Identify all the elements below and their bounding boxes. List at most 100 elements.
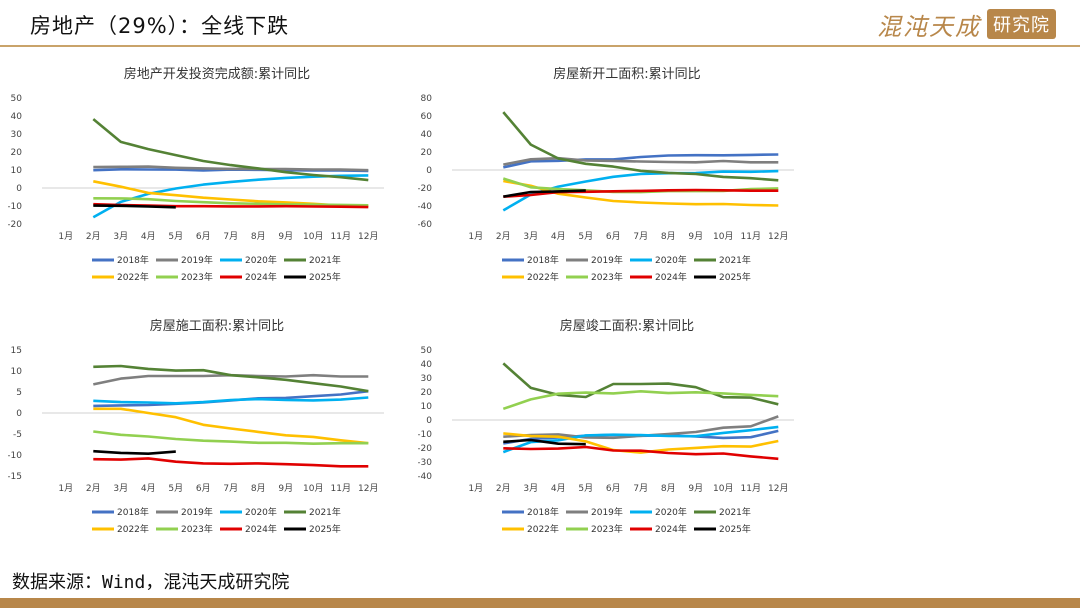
x-tick-label: 2月: [496, 483, 511, 494]
y-tick-label: -15: [8, 472, 22, 482]
series-line: [93, 430, 369, 445]
chart-completions: 房屋竣工面积:累计同比 -40 -30 -20 -10 0 10 20 30 40 50 1月 2月 3月…: [417, 318, 794, 535]
x-tick-label: 1月: [468, 231, 483, 242]
x-tick-label: 9月: [278, 483, 293, 494]
legend-label: 2020年: [655, 506, 687, 518]
chart-title: 房屋竣工面积:累计同比: [560, 318, 694, 334]
chart-investment-panel: 房地产开发投资完成额:累计同比 -20 -10 0 10 20 30 40 50 1月 2月 3月 4月…: [7, 58, 408, 308]
series-line: [93, 204, 176, 209]
x-tick-label: 5月: [578, 483, 593, 494]
series-line: [93, 373, 369, 386]
y-tick-label: 50: [421, 346, 433, 356]
y-tick-label: 0: [16, 184, 22, 194]
x-tick-label: 9月: [688, 231, 703, 242]
legend-label: 2024年: [655, 523, 687, 535]
y-tick-label: 15: [11, 346, 22, 356]
x-tick-label: 2月: [496, 231, 511, 242]
x-tick-label: 4月: [551, 483, 566, 494]
x-tick-label: 3月: [113, 231, 128, 242]
legend-label: 2020年: [655, 254, 687, 266]
x-tick-label: 7月: [223, 483, 238, 494]
series-line: [503, 153, 779, 169]
x-tick-label: 2月: [86, 231, 101, 242]
x-tick-label: 11月: [741, 231, 761, 242]
x-tick-label: 12月: [358, 483, 378, 494]
legend-label: 2018年: [527, 506, 559, 518]
y-tick-label: 60: [421, 112, 433, 122]
legend-label: 2019年: [591, 506, 623, 518]
legend-label: 2023年: [181, 523, 213, 535]
chart-title: 房地产开发投资完成额:累计同比: [124, 66, 310, 82]
series-line: [93, 165, 369, 172]
y-tick-label: -40: [418, 202, 432, 212]
series-line: [92, 118, 369, 182]
y-tick-label: 50: [11, 94, 23, 104]
x-tick-label: 11月: [331, 483, 351, 494]
y-tick-label: 10: [421, 402, 433, 412]
series-line: [502, 425, 779, 454]
y-tick-label: -10: [8, 451, 22, 461]
x-tick-label: 8月: [251, 231, 266, 242]
series-line: [93, 364, 369, 393]
series-line: [502, 390, 779, 411]
y-tick-label: 10: [11, 166, 23, 176]
x-tick-label: 4月: [141, 483, 156, 494]
x-tick-label: 3月: [523, 231, 538, 242]
x-tick-label: 3月: [523, 483, 538, 494]
chart-title: 房屋新开工面积:累计同比: [553, 66, 700, 82]
legend-label: 2024年: [655, 271, 687, 283]
series-line: [93, 396, 369, 405]
series-line: [92, 174, 369, 219]
x-tick-label: 10月: [713, 483, 733, 494]
legend-label: 2019年: [181, 254, 213, 266]
y-tick-label: -10: [418, 430, 432, 440]
source-note: 数据来源：Wind，混沌天成研究院: [12, 572, 290, 593]
legend-label: 2020年: [245, 254, 277, 266]
chart-completions-panel: 房屋竣工面积:累计同比 -40 -30 -20 -10 0 10 20 30 40 50 1月 2月 3月…: [417, 310, 818, 560]
x-tick-label: 6月: [196, 483, 211, 494]
legend-label: 2025年: [309, 523, 341, 535]
legend-label: 2024年: [245, 523, 277, 535]
series-line: [93, 197, 369, 207]
x-tick-label: 4月: [551, 231, 566, 242]
series-line: [502, 111, 779, 182]
x-tick-label: 5月: [578, 231, 593, 242]
x-tick-label: 9月: [688, 483, 703, 494]
series-line: [503, 432, 779, 454]
legend-label: 2023年: [591, 271, 623, 283]
x-tick-label: 10月: [303, 483, 323, 494]
legend-label: 2025年: [719, 523, 751, 535]
y-tick-label: 40: [421, 360, 433, 370]
y-tick-label: 0: [426, 416, 432, 426]
y-tick-label: -20: [418, 444, 432, 454]
y-tick-label: -30: [418, 458, 432, 468]
y-tick-label: 40: [421, 130, 433, 140]
series-line: [503, 189, 586, 198]
legend-label: 2022年: [527, 271, 559, 283]
legend-label: 2022年: [117, 271, 149, 283]
x-tick-label: 7月: [633, 483, 648, 494]
legend-label: 2019年: [181, 506, 213, 518]
page-title: 房地产（29%）：全线下跌: [30, 14, 290, 38]
y-tick-label: 40: [11, 112, 23, 122]
legend-label: 2018年: [527, 254, 559, 266]
footer-bar: [0, 598, 1080, 608]
brand-logo: 混沌天成 研究院: [877, 8, 1056, 41]
header-divider: [0, 45, 1080, 47]
legend-label: 2018年: [117, 254, 149, 266]
legend-label: 2024年: [245, 271, 277, 283]
legend-label: 2023年: [181, 271, 213, 283]
series-line: [93, 389, 369, 408]
series-line: [503, 188, 779, 198]
y-tick-label: 20: [421, 148, 433, 158]
chart-new-starts: 房屋新开工面积:累计同比 -60 -40 -20 0 20 40 60 80 1月 2月 3月 4月 5月…: [417, 66, 794, 283]
x-tick-label: 10月: [713, 231, 733, 242]
series-line: [93, 457, 369, 468]
x-tick-label: 1月: [58, 483, 73, 494]
x-tick-label: 2月: [86, 483, 101, 494]
x-tick-label: 4月: [141, 231, 156, 242]
x-tick-label: 9月: [278, 231, 293, 242]
chart-investment: 房地产开发投资完成额:累计同比 -20 -10 0 10 20 30 40 50 1月 2月 3月 4月…: [7, 66, 384, 283]
y-tick-label: -20: [418, 184, 432, 194]
y-tick-label: 20: [421, 388, 433, 398]
